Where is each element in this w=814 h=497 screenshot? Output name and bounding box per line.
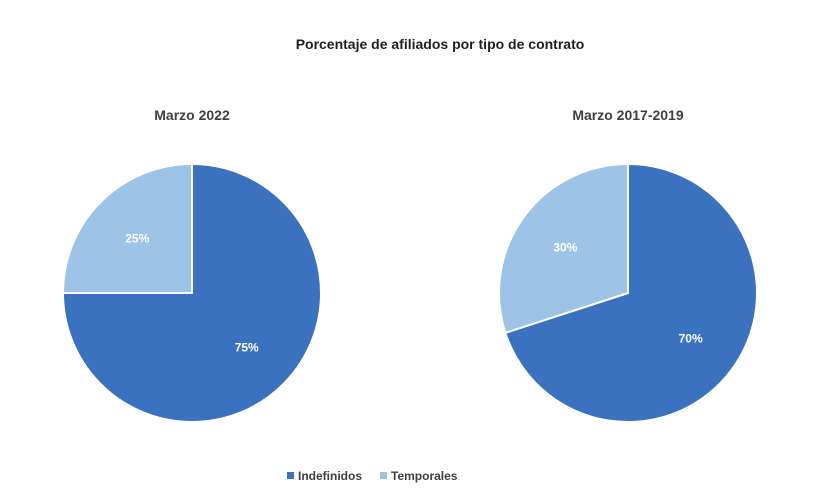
pie-1-slice-temporales (61, 162, 193, 294)
pie-2-data-label-indefinidos: 70% (679, 331, 703, 345)
pie-1-data-label-temporales: 25% (125, 231, 149, 245)
pie-2-subtitle: Marzo 2017-2019 (572, 107, 684, 123)
pie-2-data-label-temporales: 30% (553, 241, 577, 255)
pie-1-data-label-indefinidos: 75% (235, 341, 259, 355)
legend-swatch-temporales (380, 472, 387, 479)
legend-swatch-indefinidos (287, 472, 294, 479)
pie-chart-marzo-2017-2019: 70% 30% (498, 162, 758, 423)
legend: Indefinidos Temporales (287, 469, 458, 483)
legend-label-temporales: Temporales (391, 469, 458, 483)
pie-2-slice-indefinidos (504, 162, 758, 423)
pie-2-slice-temporales (498, 162, 629, 335)
pie-1-subtitle: Marzo 2022 (154, 107, 230, 123)
chart-title: Porcentaje de afiliados por tipo de cont… (296, 36, 585, 52)
pie-chart-marzo-2022: 75% 25% (61, 162, 322, 423)
legend-label-indefinidos: Indefinidos (298, 469, 362, 483)
pie-1-slice-indefinidos (61, 162, 322, 423)
